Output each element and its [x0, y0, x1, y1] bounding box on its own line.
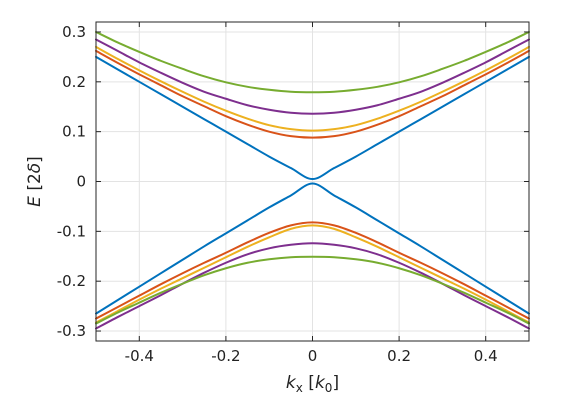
y-tick-labels: -0.3 -0.2 -0.1 0 0.1 0.2 0.3 [57, 23, 86, 340]
series-line-7 [95, 38, 530, 115]
x-tick-label: -0.4 [125, 347, 154, 365]
x-axis-label: kx [k0] [286, 373, 339, 395]
y-tick-label: 0.1 [62, 123, 86, 141]
series-line-1 [95, 55, 530, 181]
series-line-2 [95, 182, 530, 315]
series-line-9 [95, 30, 530, 94]
series-line-4 [95, 221, 530, 320]
y-axis-label: E [2δ] [25, 156, 45, 207]
y-tick-label: 0.3 [62, 23, 86, 41]
series-line-8 [95, 242, 530, 330]
x-tick-label: -0.2 [211, 347, 240, 365]
y-tick-label: -0.1 [57, 222, 86, 240]
x-tick-label: 0.4 [474, 347, 498, 365]
x-tick-labels: -0.4 -0.2 0 0.2 0.4 [125, 347, 498, 365]
y-tick-label: -0.2 [57, 272, 86, 290]
y-tick-label: 0.2 [62, 73, 86, 91]
x-tick-label: 0 [308, 347, 318, 365]
series-line-5 [95, 45, 530, 132]
y-tick-label: 0 [76, 173, 86, 191]
series-line-6 [95, 224, 530, 324]
series-line-10 [95, 255, 530, 325]
x-tick-label: 0.2 [387, 347, 411, 365]
y-tick-label: -0.3 [57, 322, 86, 340]
series-line-3 [95, 49, 530, 139]
ticks [96, 22, 529, 341]
series-group [95, 30, 530, 330]
